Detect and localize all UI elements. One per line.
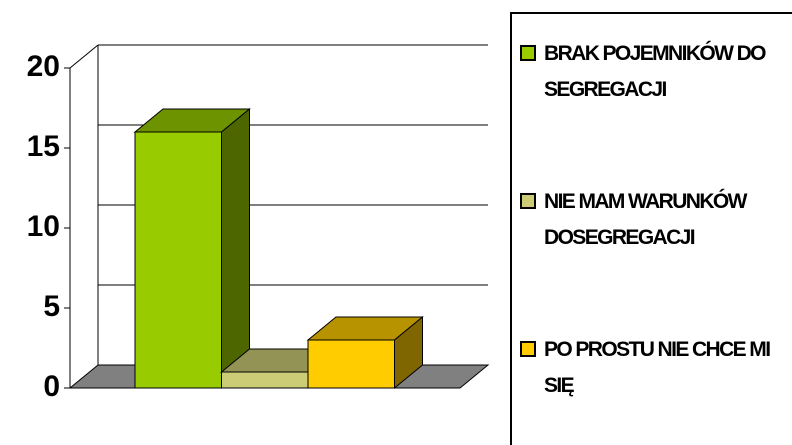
bar-side: [221, 107, 250, 390]
y-tick-label: 20: [27, 50, 60, 83]
y-tick-label: 15: [27, 130, 60, 163]
legend-swatch: [520, 45, 536, 61]
legend-label: NIE MAM WARUNKÓW DOSEGREGACJI: [544, 190, 747, 249]
diag: [69, 44, 99, 69]
legend-swatch: [520, 193, 536, 209]
bar: [221, 371, 309, 389]
chart: 0 5 10 15 20: [27, 44, 490, 403]
legend-label: PO PROSTU NIE CHCE MI SIĘ: [544, 338, 771, 397]
legend-swatch: [520, 341, 536, 357]
legend: BRAK POJEMNIKÓW DO SEGREGACJI NIE MAM WAR…: [510, 12, 792, 445]
y-tick-label: 0: [43, 370, 60, 403]
y-tick-label: 5: [43, 290, 60, 323]
y-tick-label: 10: [27, 210, 60, 243]
bar: [307, 339, 395, 389]
bar: [134, 131, 222, 389]
legend-label: BRAK POJEMNIKÓW DO SEGREGACJI: [544, 42, 766, 101]
